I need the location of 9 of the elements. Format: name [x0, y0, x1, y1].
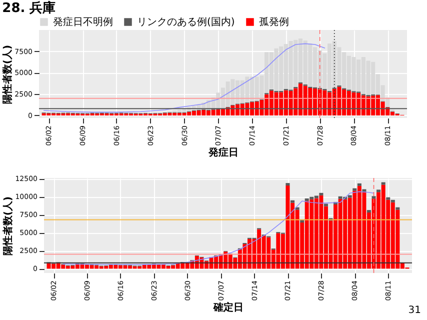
x-axis-title: 発症日	[208, 146, 238, 159]
legend-label: 発症日不明例	[53, 16, 113, 28]
chart-title: 28. 兵庫	[2, 0, 56, 16]
x-axis-title: 確定日	[212, 302, 244, 314]
text: 31	[408, 305, 421, 316]
legend-label: 孤発例	[259, 16, 289, 28]
legend-label: リンクのある例(国内)	[137, 16, 235, 28]
y-axis-title: 陽性者数(人)	[2, 44, 14, 104]
y-axis-title: 陽性者数(人)	[2, 196, 14, 256]
